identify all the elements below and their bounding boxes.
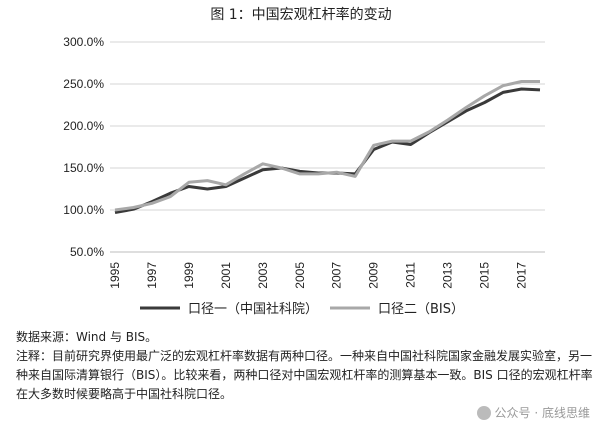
x-tick-label: 2005	[293, 262, 307, 289]
series-line-2	[114, 80, 540, 212]
notes: 数据来源：Wind 与 BIS。 注释：目前研究界使用最广泛的宏观杠杆率数据有两…	[16, 328, 601, 404]
watermark: 公众号 · 底线思维	[476, 404, 590, 421]
y-tick-label: 250.0%	[63, 77, 104, 91]
x-tick-label: 1999	[182, 262, 196, 289]
y-axis-ticks: 50.0% 100.0% 150.0% 200.0% 250.0% 300.0%	[63, 35, 104, 259]
y-tick-label: 300.0%	[63, 35, 104, 49]
wechat-icon	[476, 405, 491, 420]
watermark-text: 公众号 · 底线思维	[494, 406, 590, 420]
x-tick-label: 2007	[330, 262, 344, 289]
data-source: 数据来源：Wind 与 BIS。	[16, 330, 158, 344]
x-tick-label: 2013	[441, 262, 455, 289]
x-tick-label: 1995	[108, 262, 122, 289]
x-tick-label: 1997	[145, 262, 159, 289]
x-tick-label: 2015	[478, 262, 492, 289]
legend: 口径一（中国社科院） 口径二（BIS）	[140, 301, 464, 317]
x-tick-label: 2017	[515, 262, 529, 289]
x-tick-label: 2003	[256, 262, 270, 289]
legend-label-2: 口径二（BIS）	[378, 302, 464, 317]
x-tick-label: 2011	[404, 262, 418, 288]
series-lines	[114, 80, 541, 214]
footnote: 注释：目前研究界使用最广泛的宏观杠杆率数据有两种口径。一种来自中国社科院国家金融…	[16, 349, 593, 401]
x-tick-label: 2001	[219, 262, 233, 289]
y-tick-label: 50.0%	[70, 245, 104, 259]
chart-title: 图 1：中国宏观杠杆率的变动	[210, 7, 392, 23]
x-tick-label: 2009	[367, 262, 381, 289]
line-chart: 50.0% 100.0% 150.0% 200.0% 250.0% 300.0% 1995…	[63, 35, 545, 317]
legend-label-1: 口径一（中国社科院）	[188, 301, 318, 317]
y-tick-label: 100.0%	[63, 203, 104, 217]
grid-lines	[110, 41, 545, 253]
y-tick-label: 200.0%	[63, 119, 104, 133]
y-tick-label: 150.0%	[63, 161, 104, 175]
series-line-1	[114, 87, 541, 214]
x-axis-ticks: 1995 1997 1999 2001 2003 2005 2007 2009 2011 2013…	[108, 262, 529, 289]
